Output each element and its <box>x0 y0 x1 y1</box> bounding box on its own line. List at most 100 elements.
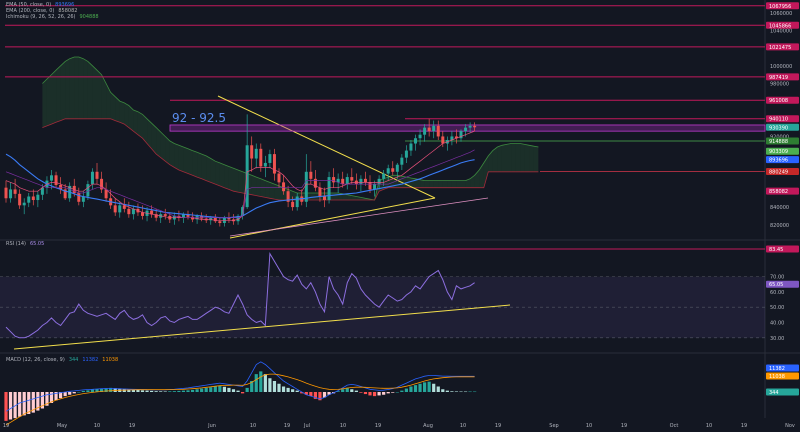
macd-histogram-bar <box>159 391 163 392</box>
cloud-segment <box>160 132 166 162</box>
macd-value-badge-bg <box>766 364 799 372</box>
macd-histogram-bar <box>127 389 131 392</box>
candle-body <box>468 125 472 128</box>
cloud-segment <box>497 145 502 172</box>
cloud-segment <box>274 184 279 201</box>
cloud-segment <box>511 143 516 172</box>
level-badge: 858082 <box>769 189 788 195</box>
candle-body <box>22 202 26 206</box>
macd-histogram-bar <box>300 392 304 394</box>
candle-body <box>213 217 217 222</box>
macd-histogram-bar <box>168 391 172 392</box>
macd-histogram-bar <box>254 374 258 392</box>
cloud-segment <box>115 96 120 123</box>
macd-histogram-bar <box>304 392 308 395</box>
macd-histogram-bar <box>31 392 35 413</box>
candle-body <box>464 127 468 132</box>
cloud-segment <box>424 180 430 188</box>
macd-histogram-bar <box>341 389 345 392</box>
macd-histogram-bar <box>359 392 363 393</box>
cloud-segment <box>515 143 521 172</box>
macd-histogram-bar <box>350 389 354 392</box>
macd-histogram-bar <box>377 392 381 396</box>
price-tick-label: 1040000 <box>770 28 792 34</box>
macd-histogram-bar <box>286 387 290 392</box>
price-tick-label: 980000 <box>770 81 789 87</box>
x-tick-label: May <box>57 423 67 429</box>
macd-histogram-bar <box>418 383 422 392</box>
cloud-segment <box>78 56 84 119</box>
level-badge: 1021475 <box>769 45 791 51</box>
x-tick-label: 19 <box>375 423 381 429</box>
x-tick-label: Nov <box>785 423 795 429</box>
macd-histogram-bar <box>90 389 95 392</box>
candle-body <box>118 205 122 213</box>
cloud-segment <box>101 74 107 119</box>
level-badge-bg <box>766 21 799 29</box>
macd-histogram-bar <box>336 391 340 392</box>
candle-body <box>9 189 13 199</box>
price-tick-label: 1060000 <box>770 11 792 17</box>
candle-body <box>18 193 22 206</box>
level-badge-bg <box>766 2 799 10</box>
candle-body <box>436 125 440 137</box>
macd-histogram-bar <box>222 386 226 392</box>
cloud-segment <box>233 168 239 193</box>
cloud-segment <box>51 70 57 125</box>
candle-body <box>400 157 404 165</box>
level-badge: 1067956 <box>769 4 791 10</box>
level-badge-bg <box>766 115 799 123</box>
legend-ema50: EMA (50, close, 0) 893696 <box>6 2 75 8</box>
cloud-segment <box>388 175 393 188</box>
level-badge-bg <box>766 96 799 104</box>
macd-histogram-bar <box>400 390 404 392</box>
candle-body <box>113 205 117 213</box>
macd-histogram-bar <box>409 386 413 392</box>
cloud-segment <box>169 140 175 168</box>
kijun-line <box>5 149 475 219</box>
cloud-segment <box>347 194 352 201</box>
candle-body <box>323 196 326 201</box>
macd-histogram-bar <box>432 383 436 392</box>
x-tick-label: 10 <box>460 423 466 429</box>
zone-label: 92 - 92.5 <box>172 111 226 125</box>
macd-value-badge: 11382 <box>769 366 785 372</box>
legend-ema200: EMA (200, close, 0) 858082 <box>6 8 78 14</box>
macd-histogram-bar <box>86 390 90 392</box>
candle-body <box>304 171 308 202</box>
macd-histogram-bar <box>218 385 222 392</box>
cloud-segment <box>447 180 452 188</box>
tenkan-line <box>5 130 475 221</box>
cloud-segment <box>479 162 484 188</box>
level-badge: 1045866 <box>769 23 791 29</box>
candle-body <box>40 187 44 195</box>
macd-histogram-bar <box>8 392 13 420</box>
histogram-value-badge-bg <box>766 388 799 396</box>
macd-histogram-bar <box>81 390 85 392</box>
cloud-segment <box>124 102 129 128</box>
cloud-segment <box>92 65 97 119</box>
candle-body <box>332 177 336 183</box>
candle-body <box>313 178 317 188</box>
macd-histogram-bar <box>454 391 459 392</box>
macd-histogram-bar <box>13 392 17 419</box>
macd-histogram-bar <box>363 392 368 395</box>
macd-histogram-bar <box>427 381 431 392</box>
macd-histogram-bar <box>236 390 240 392</box>
level-badge-bg <box>766 137 799 145</box>
cloud-segment <box>219 162 225 188</box>
ema50-line <box>5 153 475 219</box>
candle-body <box>59 185 63 190</box>
cloud-segment <box>215 161 220 186</box>
cloud-segment <box>197 152 202 179</box>
macd-histogram-bar <box>382 392 386 395</box>
candle-body <box>86 184 90 197</box>
level-badge-bg <box>766 123 799 131</box>
rsi-tick-label: 50.00 <box>770 305 784 311</box>
candle-body <box>286 191 290 202</box>
macd-histogram-bar <box>459 391 463 393</box>
level-badge: 914888 <box>769 139 788 145</box>
rsi-tick-label: 60.00 <box>770 290 784 296</box>
macd-histogram-bar <box>77 392 81 393</box>
macd-histogram-bar <box>195 389 199 392</box>
